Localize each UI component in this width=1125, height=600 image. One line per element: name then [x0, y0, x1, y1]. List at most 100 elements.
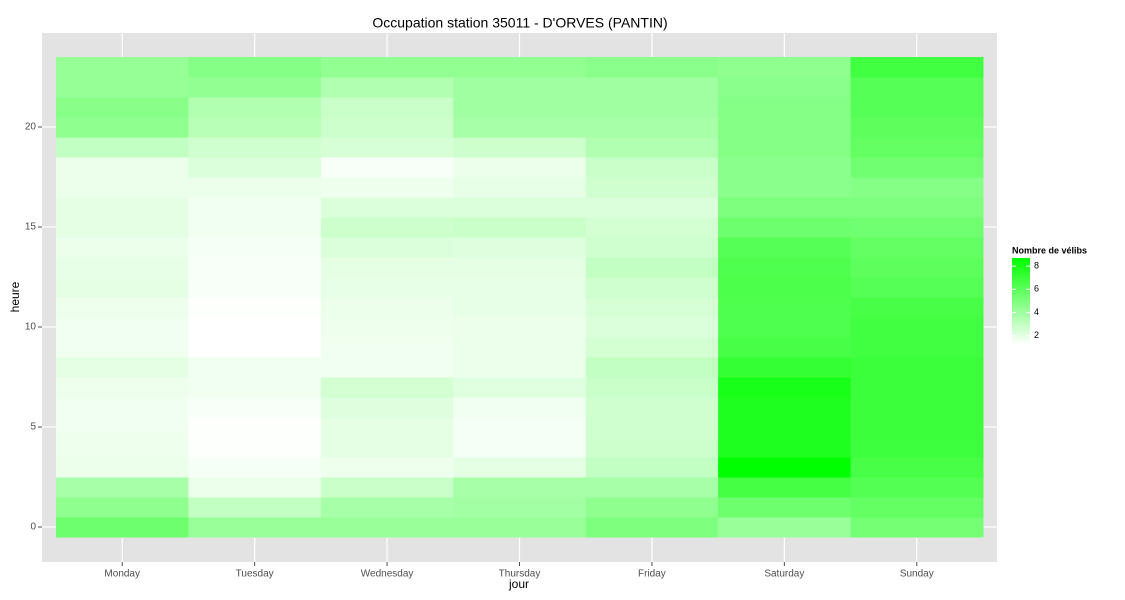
heat-cell [188, 377, 322, 398]
heat-cell [453, 157, 587, 178]
heat-cell [188, 197, 322, 218]
heat-cell [850, 237, 984, 258]
heat-cell [320, 257, 454, 278]
heat-cell [320, 357, 454, 378]
heat-cell [188, 257, 322, 278]
heat-cell [320, 197, 454, 218]
y-tick-label: 20 [25, 122, 37, 133]
heat-cell [850, 97, 984, 118]
colorbar-tick-label: 8 [1034, 260, 1039, 270]
heat-cell [188, 317, 322, 338]
heat-cell [585, 197, 719, 218]
heat-cell [56, 137, 189, 158]
heat-cell [320, 77, 454, 98]
heat-cell [718, 157, 852, 178]
heat-cell [585, 77, 719, 98]
heat-cell [320, 97, 454, 118]
heat-cell [585, 137, 719, 158]
x-tick-label: Saturday [764, 569, 804, 580]
heat-cell [850, 157, 984, 178]
heat-cell [718, 77, 852, 98]
heat-cell [320, 457, 454, 478]
heat-cell [188, 77, 322, 98]
colorbar-tick-label: 2 [1034, 330, 1039, 340]
heat-cell [718, 417, 852, 438]
heat-cell [320, 497, 454, 518]
heat-cell [718, 257, 852, 278]
heat-cell [56, 77, 189, 98]
heat-cell [850, 197, 984, 218]
y-axis-label: heure [8, 281, 22, 312]
heat-cell [188, 437, 322, 458]
heat-cell [585, 257, 719, 278]
heat-cell [453, 77, 587, 98]
heat-cell [718, 97, 852, 118]
x-tick-label: Sunday [900, 569, 934, 580]
heat-cell [56, 297, 189, 318]
heat-cell [188, 517, 322, 538]
heat-cell [320, 177, 454, 198]
heat-cell [188, 417, 322, 438]
heat-cell [850, 297, 984, 318]
heat-cell [188, 217, 322, 238]
heat-cell [718, 457, 852, 478]
heat-cell [850, 457, 984, 478]
heat-cell [188, 177, 322, 198]
heat-cell [850, 317, 984, 338]
x-tick-label: Tuesday [236, 569, 274, 580]
x-tick-label: Monday [104, 569, 140, 580]
heat-cell [453, 337, 587, 358]
heat-cell [56, 477, 189, 498]
heat-cell [850, 77, 984, 98]
heat-cell [585, 237, 719, 258]
y-tick-label: 0 [30, 522, 36, 533]
y-tick-label: 10 [25, 322, 37, 333]
heat-cell [56, 357, 189, 378]
heat-cell [453, 517, 587, 538]
heat-cell [453, 137, 587, 158]
heat-cell [188, 237, 322, 258]
heat-cell [320, 397, 454, 418]
heat-cell [718, 237, 852, 258]
heat-cell [453, 257, 587, 278]
heat-cell [320, 337, 454, 358]
heat-cell [585, 357, 719, 378]
heat-cell [453, 237, 587, 258]
heat-cell [56, 57, 189, 78]
heat-cell [585, 337, 719, 358]
heat-cell [718, 477, 852, 498]
heat-cell [850, 117, 984, 138]
heat-cell [188, 137, 322, 158]
heat-cell [188, 457, 322, 478]
x-axis-label: jour [508, 577, 529, 591]
heat-cell [453, 297, 587, 318]
heat-cell [718, 177, 852, 198]
heat-cell [188, 337, 322, 358]
heat-cell [453, 357, 587, 378]
heat-cell [718, 377, 852, 398]
heat-cell [585, 97, 719, 118]
heat-cell [320, 477, 454, 498]
heat-cell [453, 437, 587, 458]
heat-cell [718, 277, 852, 298]
heat-cell [585, 217, 719, 238]
heat-cell [453, 377, 587, 398]
heat-cell [453, 497, 587, 518]
heat-cell [718, 337, 852, 358]
heat-cell [453, 317, 587, 338]
heat-cell [585, 377, 719, 398]
heat-cell [56, 337, 189, 358]
heat-cell [320, 157, 454, 178]
heat-cell [718, 137, 852, 158]
heat-cell [188, 97, 322, 118]
heat-cell [188, 477, 322, 498]
heat-cell [320, 437, 454, 458]
heat-cell [850, 517, 984, 538]
heat-cell [56, 317, 189, 338]
heat-cell [188, 397, 322, 418]
x-tick-label: Wednesday [361, 569, 414, 580]
heat-cell [453, 217, 587, 238]
heat-cell [850, 477, 984, 498]
heat-cell [56, 237, 189, 258]
